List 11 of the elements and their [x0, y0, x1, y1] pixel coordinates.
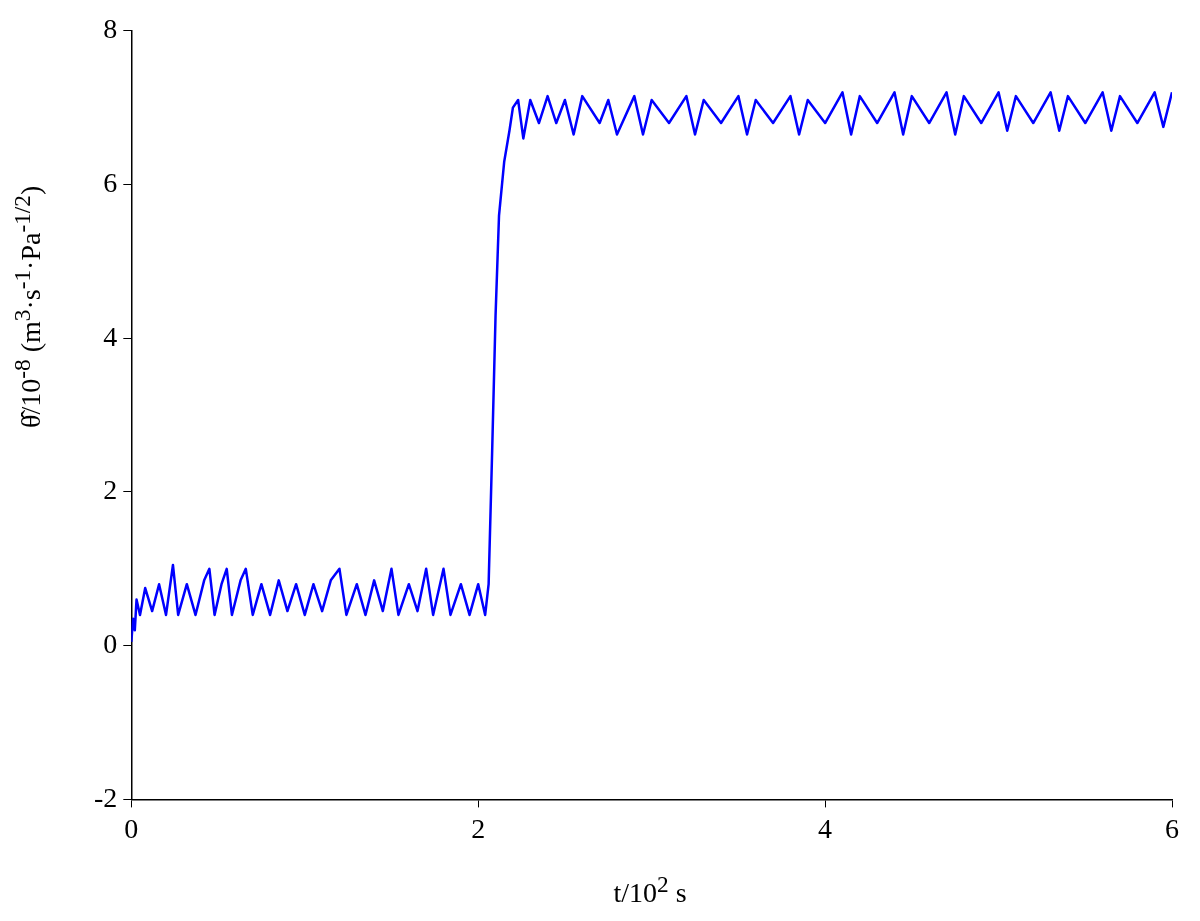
y-tick-label: 2 [103, 474, 118, 506]
x-tick-label: 0 [124, 812, 139, 844]
y-tick-label: 6 [103, 166, 118, 198]
x-tick-label: 2 [471, 812, 486, 844]
x-tick-label: 6 [1165, 812, 1179, 844]
x-axis-title: t/10$^{2}$ s [612, 870, 688, 909]
y-tick-label: 4 [103, 320, 118, 352]
y-tick-label: 0 [103, 628, 118, 660]
x-tick-label: 4 [818, 812, 833, 844]
y-tick-label: 8 [103, 13, 118, 45]
y-tick-label: -2 [94, 781, 118, 813]
